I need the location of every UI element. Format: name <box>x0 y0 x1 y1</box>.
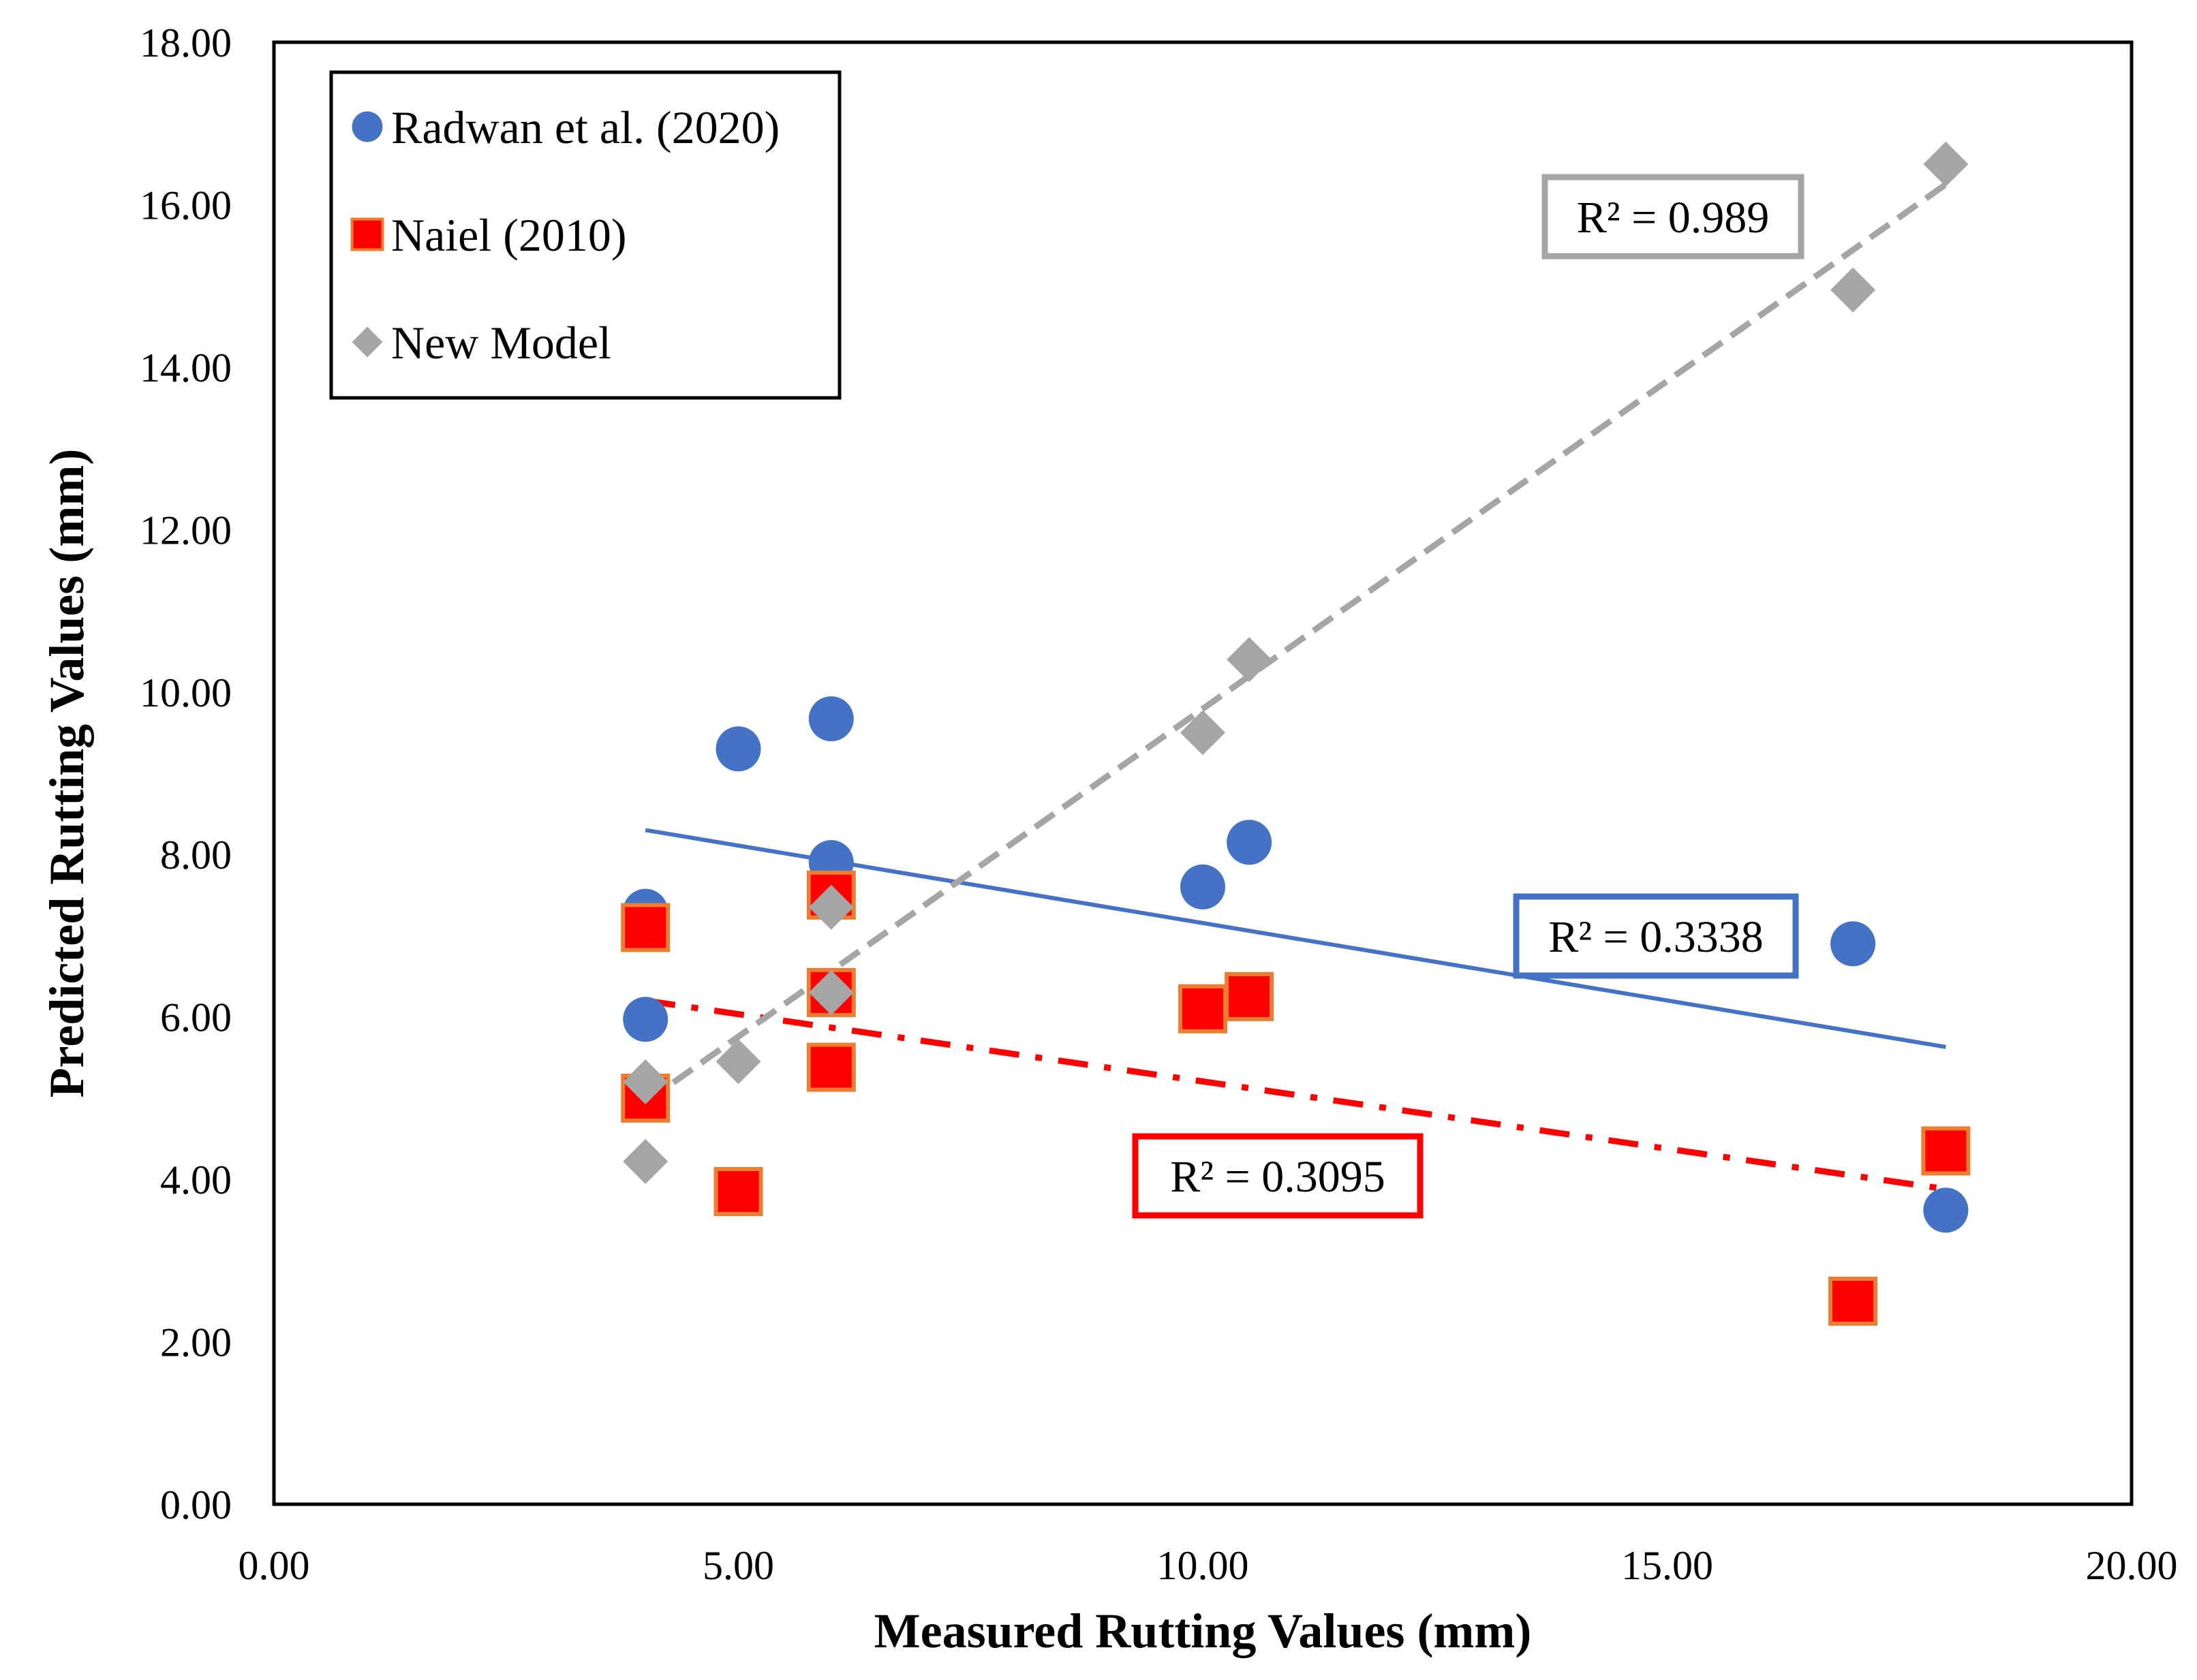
r2-label-text: R² = 0.3338 <box>1548 912 1764 962</box>
new-model-trendline <box>643 181 1948 1105</box>
y-tick-label: 2.00 <box>160 1320 232 1365</box>
naiel-point <box>1178 984 1227 1033</box>
y-tick-label: 18.00 <box>140 20 232 65</box>
naiel-r2-label: R² = 0.3095 <box>1132 1133 1424 1219</box>
new-model-point <box>808 969 854 1015</box>
new-model-point <box>623 1138 669 1184</box>
r2-label-box <box>1132 1133 1424 1219</box>
new-model-r2-label: R² = 0.989 <box>1541 174 1804 260</box>
legend-label: New Model <box>391 317 611 369</box>
legend-item-naiel: Naiel (2010) <box>350 209 627 261</box>
r2-label-text: R² = 0.3095 <box>1170 1152 1385 1202</box>
x-tick-label: 20.00 <box>2086 1543 2178 1588</box>
legend-label: Naiel (2010) <box>391 209 627 261</box>
radwan-point <box>1830 921 1876 967</box>
legend-item-new-model: New Model <box>352 317 611 369</box>
radwan-point <box>808 696 854 742</box>
y-tick-label: 6.00 <box>160 995 232 1040</box>
y-tick-label: 10.00 <box>140 670 232 715</box>
naiel-point <box>713 1166 763 1216</box>
y-axis-title: Predicted Rutting Values (mm) <box>40 449 94 1098</box>
naiel-point <box>1828 1276 1878 1326</box>
naiel-point <box>1921 1126 1971 1176</box>
radwan-point <box>716 726 761 772</box>
naiel-point <box>806 1042 856 1092</box>
x-tick-label: 10.00 <box>1157 1543 1249 1588</box>
radwan-point <box>1923 1187 1969 1233</box>
y-tick-label: 12.00 <box>140 508 232 553</box>
new-model-point <box>1180 710 1225 756</box>
naiel-point <box>621 903 671 952</box>
r2-label-box <box>1513 893 1799 979</box>
legend-label: Radwan et al. (2020) <box>391 102 780 153</box>
radwan-r2-label: R² = 0.3338 <box>1513 893 1799 979</box>
new-model-point <box>623 1059 669 1105</box>
y-tick-label: 14.00 <box>140 345 232 390</box>
radwan-legend-marker <box>352 111 383 142</box>
y-tick-label: 0.00 <box>160 1482 232 1527</box>
new-model-point <box>716 1039 761 1085</box>
radwan-point <box>1180 864 1225 909</box>
naiel-trendline <box>645 997 1947 1192</box>
x-tick-label: 5.00 <box>703 1543 774 1588</box>
legend-box <box>329 70 842 400</box>
r2-label-box <box>1541 174 1804 260</box>
x-tick-label: 15.00 <box>1621 1543 1713 1588</box>
plot-area-border <box>272 40 2134 1506</box>
radwan-trendline <box>645 828 1946 1049</box>
new-model-point <box>1923 141 1969 187</box>
r2-label-text: R² = 0.989 <box>1577 193 1770 243</box>
radwan-point <box>1227 820 1272 865</box>
new-model-point <box>1830 267 1876 313</box>
legend-item-radwan: Radwan et al. (2020) <box>352 102 780 153</box>
naiel-legend-marker <box>350 217 384 251</box>
new-model-point <box>808 884 854 930</box>
new-model-legend-marker <box>352 326 383 358</box>
y-tick-label: 8.00 <box>160 833 232 877</box>
radwan-point <box>623 997 669 1042</box>
y-tick-label: 4.00 <box>160 1157 232 1202</box>
y-tick-label: 16.00 <box>140 183 232 228</box>
x-axis-title: Measured Rutting Values (mm) <box>874 1604 1532 1658</box>
x-tick-label: 0.00 <box>239 1543 310 1588</box>
naiel-point <box>1225 971 1274 1021</box>
new-model-point <box>1227 637 1272 683</box>
